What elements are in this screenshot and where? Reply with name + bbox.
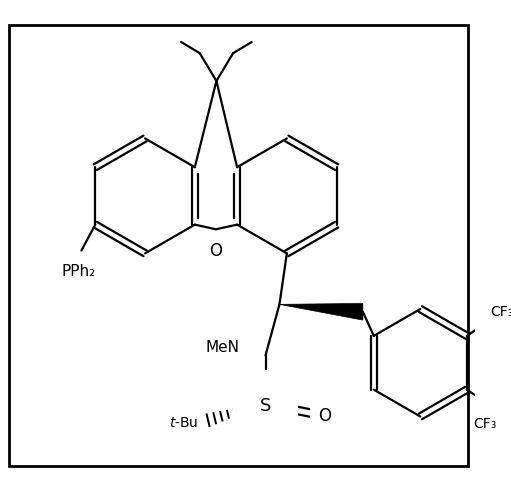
Text: $t$-Bu: $t$-Bu — [169, 416, 199, 430]
Text: MeN: MeN — [205, 340, 240, 355]
Text: O: O — [318, 407, 331, 425]
Polygon shape — [280, 303, 363, 320]
FancyBboxPatch shape — [9, 26, 468, 465]
Text: S: S — [260, 397, 271, 415]
Text: CF₃: CF₃ — [490, 305, 511, 319]
Text: O: O — [210, 242, 222, 260]
Text: PPh₂: PPh₂ — [61, 264, 96, 278]
Text: CF₃: CF₃ — [473, 416, 496, 431]
